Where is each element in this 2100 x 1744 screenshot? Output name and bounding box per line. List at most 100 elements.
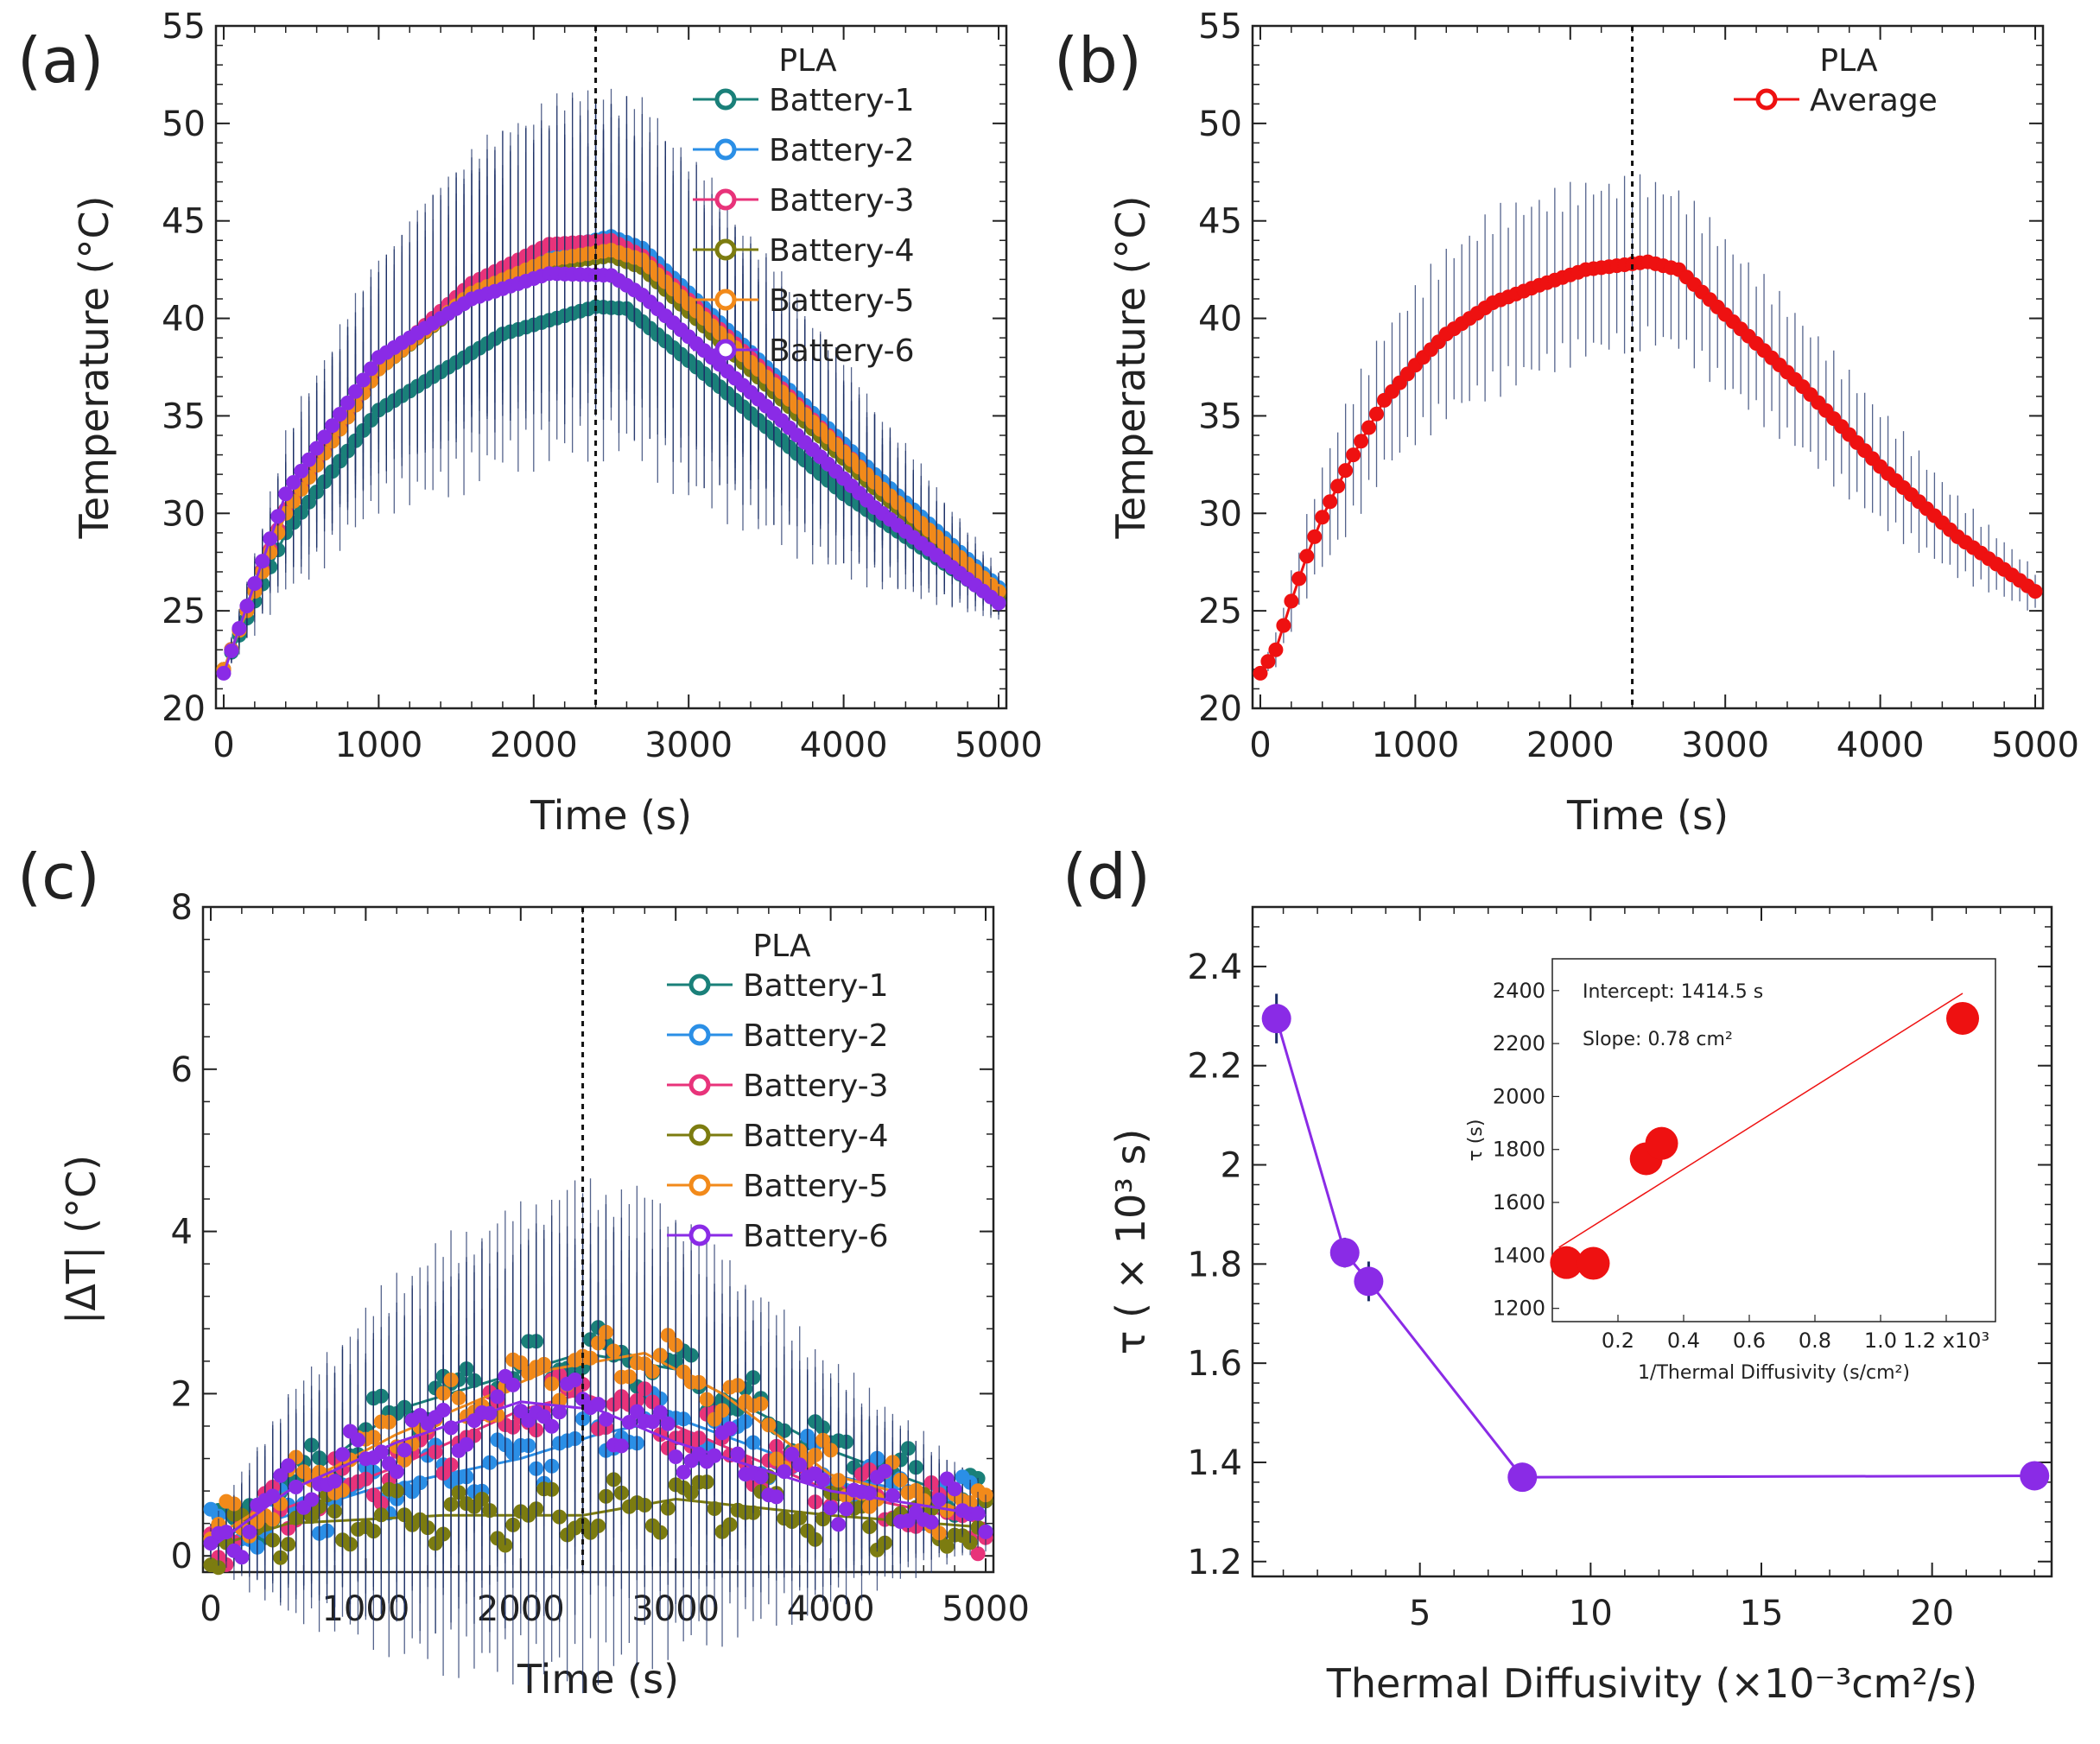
data-point <box>1307 529 1323 544</box>
x-tick-label: 10 <box>1569 1594 1613 1633</box>
inset-y-axis-label: τ (s) <box>1465 1119 1487 1162</box>
data-point <box>676 1464 691 1480</box>
y-tick-label: 2 <box>1221 1146 1242 1186</box>
inset-y-tick-label: 2200 <box>1493 1031 1545 1056</box>
data-point <box>931 1492 947 1507</box>
series-tau <box>1261 993 2050 1493</box>
panel-b: 0 1000 2000 3000 4000 5000 20 25 30 35 40 45 50 55 Tim… <box>1054 7 2079 839</box>
plot-frame <box>1251 24 2045 710</box>
panel-label: (a) <box>17 24 104 97</box>
data-point <box>730 1446 745 1462</box>
data-point <box>304 1492 320 1507</box>
data-point <box>823 1500 839 1516</box>
data-point <box>1354 1266 1384 1297</box>
legend-entry: Battery-1 <box>743 968 889 1004</box>
legend-swatch-marker <box>1755 88 1778 111</box>
y-tick-label: 2.2 <box>1187 1047 1242 1087</box>
data-point <box>839 1501 854 1517</box>
legend-swatch-marker <box>714 188 737 211</box>
y-tick-label: 35 <box>162 396 206 436</box>
x-tick-label: 4000 <box>1837 726 1925 765</box>
data-point <box>273 1468 289 1483</box>
data-point <box>591 1397 606 1412</box>
data-point <box>707 1448 722 1463</box>
data-point <box>2020 1461 2050 1491</box>
plot-frame <box>214 24 1008 710</box>
x-axis-label: Time (s) <box>530 792 692 839</box>
inset-data-point <box>1550 1246 1583 1279</box>
legend-entry: Battery-1 <box>769 83 915 118</box>
x-tick-label: 5000 <box>942 1589 1030 1629</box>
inset-intercept-annotation: Intercept: 1414.5 s <box>1583 981 1763 1003</box>
panel-label: (d) <box>1063 840 1151 913</box>
panel-label: (c) <box>17 840 100 913</box>
y-tick-label: 30 <box>162 494 206 534</box>
data-point <box>644 1414 660 1430</box>
data-point <box>327 1474 342 1489</box>
x-tick-label: 2000 <box>490 726 578 765</box>
y-axis-label: τ ( × 10³ s) <box>1107 1129 1154 1355</box>
x-tick-label: 4000 <box>800 726 888 765</box>
y-tick-label: 25 <box>1198 592 1242 631</box>
data-point <box>815 1472 831 1487</box>
x-tick-label: 0 <box>1249 726 1271 765</box>
plot-frame <box>1251 905 2053 1578</box>
series-battery-6 <box>216 124 1006 681</box>
inset-x-tick-label: 0.2 <box>1602 1329 1634 1353</box>
x-tick-label: 5000 <box>1991 726 2079 765</box>
x-tick-label: 0 <box>200 1589 221 1629</box>
data-point <box>224 643 239 658</box>
legend-swatch-marker <box>714 88 737 111</box>
data-point <box>435 1403 451 1417</box>
data-point <box>265 1488 281 1504</box>
data-point <box>769 1489 784 1505</box>
legend-entry: Battery-2 <box>743 1018 889 1054</box>
y-tick-label: 8 <box>171 888 193 928</box>
y-tick-label: 1.6 <box>1187 1344 1242 1384</box>
inset-slope-annotation: Slope: 0.78 cm² <box>1583 1029 1733 1050</box>
data-point <box>552 1405 568 1420</box>
legend-entry: Battery-5 <box>769 283 915 319</box>
data-point <box>1276 618 1291 633</box>
data-point <box>216 665 232 681</box>
data-point <box>599 1411 613 1427</box>
x-tick-label: 2000 <box>1526 726 1615 765</box>
data-point <box>1315 510 1330 525</box>
data-point <box>289 1480 304 1494</box>
y-tick-label: 0 <box>171 1537 193 1576</box>
data-point <box>1268 642 1284 657</box>
y-tick-label: 2 <box>171 1374 193 1414</box>
y-tick-label: 20 <box>162 689 206 729</box>
y-tick-label: 45 <box>1198 202 1242 242</box>
y-tick-label: 40 <box>1198 300 1242 339</box>
data-point <box>263 531 278 547</box>
legend-swatch-marker <box>688 1124 711 1146</box>
x-tick-label: 3000 <box>1681 726 1769 765</box>
data-point <box>443 1420 459 1436</box>
data-point <box>652 1405 668 1420</box>
data-point <box>2027 584 2043 599</box>
data-point <box>536 1409 552 1424</box>
x-axis-label: Thermal Diffusivity (×10⁻³cm²/s) <box>1326 1660 1977 1707</box>
x-tick-label: 5 <box>1409 1594 1431 1633</box>
legend-swatch-marker <box>714 138 737 161</box>
legend-swatch-marker <box>688 1224 711 1246</box>
data-point <box>1330 479 1346 494</box>
data-point <box>1346 447 1361 463</box>
y-tick-label: 1.8 <box>1187 1245 1242 1284</box>
data-point <box>355 372 371 388</box>
y-tick-label: 50 <box>162 105 206 144</box>
data-point <box>970 1506 986 1521</box>
y-axis-label: |ΔT| (°C) <box>58 1155 105 1324</box>
y-tick-label: 1.2 <box>1187 1543 1242 1582</box>
legend-title: PLA <box>752 929 811 964</box>
y-tick-label: 20 <box>1198 689 1242 729</box>
data-point <box>1260 654 1276 669</box>
data-point <box>613 1438 629 1454</box>
x-axis-label: Time (s) <box>1566 792 1729 839</box>
data-point <box>1369 406 1384 422</box>
legend-entry: Battery-4 <box>769 233 915 269</box>
data-point <box>490 1389 505 1405</box>
data-point <box>544 1418 560 1434</box>
x-tick-label: 20 <box>1910 1594 1954 1633</box>
